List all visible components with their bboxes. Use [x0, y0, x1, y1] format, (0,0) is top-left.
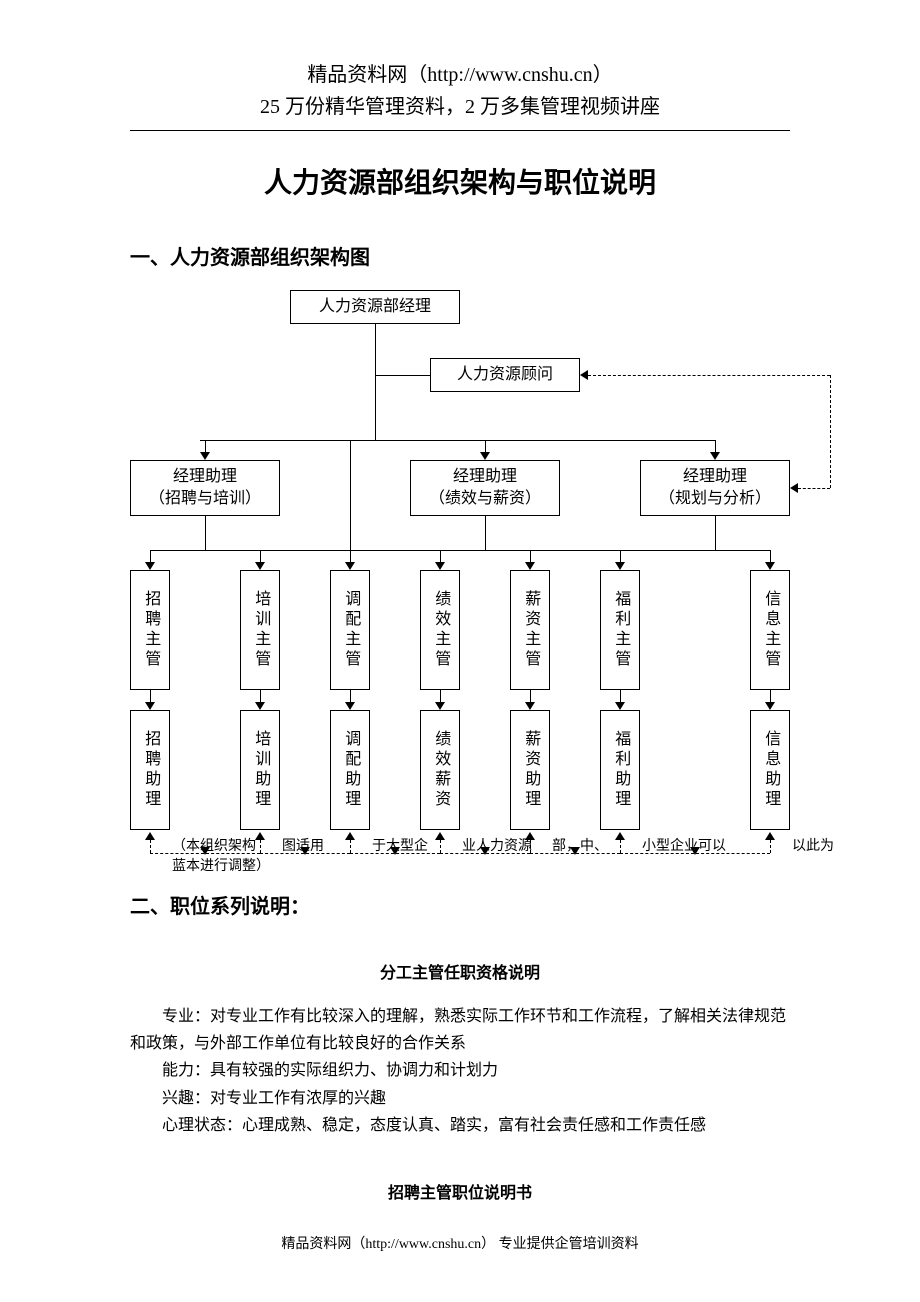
note-tail: 蓝本进行调整）	[172, 855, 270, 875]
node-asst-1: 经理助理（绩效与薪资）	[410, 460, 560, 516]
sub1-p3: 兴趣：对专业工作有浓厚的兴趣	[130, 1085, 790, 1112]
page-footer: 精品资料网（http://www.cnshu.cn） 专业提供企管培训资料	[130, 1233, 790, 1253]
page-header: 精品资料网（http://www.cnshu.cn） 25 万份精华管理资料，2…	[130, 60, 790, 122]
document-title: 人力资源部组织架构与职位说明	[130, 161, 790, 201]
node-a2-0: 招聘助理	[130, 710, 170, 830]
node-sup-0: 招聘主管	[130, 570, 170, 690]
node-sup-6: 信息主管	[750, 570, 790, 690]
org-chart: 人力资源部经理人力资源顾问经理助理（招聘与培训） 经理助理（绩效与薪资） 经理助理（…	[130, 290, 790, 880]
sub1-heading: 分工主管任职资格说明	[130, 959, 790, 983]
sub1-p1: 专业：对专业工作有比较深入的理解，熟悉实际工作环节和工作流程，了解相关法律规范和…	[130, 1003, 790, 1057]
node-sup-4: 薪资主管	[510, 570, 550, 690]
node-asst-2: 经理助理（规划与分析）	[640, 460, 790, 516]
note-frag-4: 部，中、	[552, 835, 608, 855]
section-1-heading: 一、人力资源部组织架构图	[130, 241, 790, 270]
node-a2-3: 绩效薪资	[420, 710, 460, 830]
section-2-heading: 二、职位系列说明：	[130, 890, 790, 919]
sub1-p2: 能力：具有较强的实际组织力、协调力和计划力	[130, 1057, 790, 1084]
note-frag-6: 以此为	[792, 835, 834, 855]
header-line-1: 精品资料网（http://www.cnshu.cn）	[130, 60, 790, 90]
node-asst-0: 经理助理（招聘与培训）	[130, 460, 280, 516]
page: 精品资料网（http://www.cnshu.cn） 25 万份精华管理资料，2…	[0, 0, 920, 1293]
node-root: 人力资源部经理	[290, 290, 460, 324]
node-sup-3: 绩效主管	[420, 570, 460, 690]
node-a2-2: 调配助理	[330, 710, 370, 830]
header-rule	[130, 130, 790, 131]
node-sup-2: 调配主管	[330, 570, 370, 690]
node-sup-5: 福利主管	[600, 570, 640, 690]
note-frag-3: 业人力资源	[462, 835, 532, 855]
node-sup-1: 培训主管	[240, 570, 280, 690]
note-frag-0: （本组织架构	[172, 835, 256, 855]
node-a2-6: 信息助理	[750, 710, 790, 830]
sub2-heading: 招聘主管职位说明书	[130, 1179, 790, 1203]
header-line-2: 25 万份精华管理资料，2 万多集管理视频讲座	[130, 92, 790, 122]
node-a2-4: 薪资助理	[510, 710, 550, 830]
note-frag-5: 小型企业可以	[642, 835, 726, 855]
node-a2-1: 培训助理	[240, 710, 280, 830]
node-a2-5: 福利助理	[600, 710, 640, 830]
note-frag-2: 于大型企	[372, 835, 428, 855]
node-advisor: 人力资源顾问	[430, 358, 580, 392]
sub1-p4: 心理状态：心理成熟、稳定，态度认真、踏实，富有社会责任感和工作责任感	[130, 1112, 790, 1139]
